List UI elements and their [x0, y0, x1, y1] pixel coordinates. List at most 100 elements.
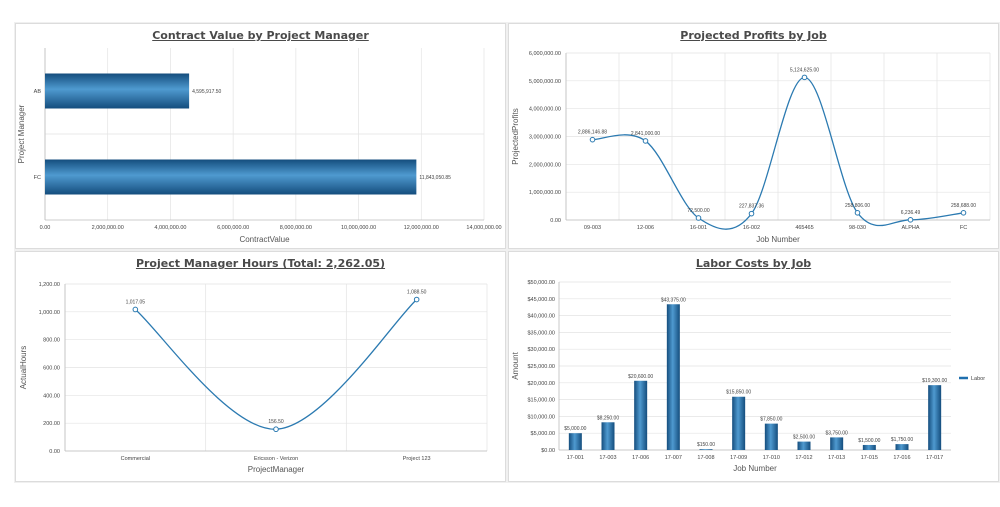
- x-tick-label: 0.00: [40, 225, 51, 231]
- y-tick-label: 5,000,000.00: [529, 79, 561, 85]
- y-tick-label: 1,200.00: [39, 282, 60, 288]
- bar-value-label: $2,500.00: [793, 435, 815, 441]
- y-tick-label: $30,000.00: [527, 347, 555, 353]
- x-tick-label: 17-010: [763, 455, 780, 461]
- x-tick-label: Commercial: [121, 456, 150, 462]
- y-tick-label: 1,000,000.00: [529, 190, 561, 196]
- data-label: 227,837.36: [739, 204, 764, 210]
- y-tick-label: FC: [34, 175, 41, 181]
- x-tick-label: 12-006: [637, 225, 654, 231]
- bar-17-012: [797, 441, 811, 450]
- bar-value-label: $150.00: [697, 442, 715, 448]
- y-tick-label: 4,000,000.00: [529, 107, 561, 113]
- bar-17-006: [634, 380, 648, 450]
- x-axis-title: Job Number: [756, 235, 800, 244]
- bar-17-010: [764, 423, 778, 450]
- contract-value-title: Contract Value by Project Manager: [152, 29, 369, 42]
- data-point: [589, 136, 596, 143]
- bar-17-017: [928, 385, 942, 450]
- x-tick-label: 17-008: [697, 455, 714, 461]
- x-tick-label: ALPHA: [901, 225, 919, 231]
- data-label: 6,236.49: [901, 210, 921, 216]
- y-tick-label: 3,000,000.00: [529, 135, 561, 141]
- data-label: 5,124,625.00: [790, 67, 819, 73]
- bar-value-label: $3,750.00: [826, 430, 848, 436]
- data-point: [907, 217, 914, 223]
- data-label: 258,688.00: [951, 203, 976, 209]
- pm-hours-panel: Project Manager Hours (Total: 2,262.05) …: [16, 252, 505, 481]
- data-point: [413, 296, 420, 303]
- x-tick-label: 8,000,000.00: [280, 225, 312, 231]
- x-tick-label: 17-009: [730, 455, 747, 461]
- x-tick-label: 17-007: [665, 455, 682, 461]
- contract-value-chart: 0.00 2,000,000.00 4,000,000.00 6,000,000.00…: [17, 48, 502, 244]
- bar-17-013: [830, 437, 844, 450]
- x-tick-label: 09-003: [584, 225, 601, 231]
- bar-value-label: $19,300.00: [922, 378, 947, 384]
- y-tick-label: 800.00: [43, 338, 60, 344]
- bar-value-label: $1,500.00: [858, 438, 880, 444]
- projected-profits-title: Projected Profits by Job: [680, 29, 827, 42]
- y-tick-label: 0.00: [550, 218, 561, 224]
- bar-17-007: [666, 304, 680, 450]
- pm-hours-title: Project Manager Hours (Total: 2,262.05): [135, 257, 386, 270]
- x-tick-label: 17-003: [599, 455, 616, 461]
- projected-profits-panel: Projected Profits by Job 0.00 1,000,000.0…: [509, 24, 998, 248]
- pm-hours-chart: 0.00 200.00 400.00 600.00 800.00 1,000.00 1,20…: [19, 282, 488, 474]
- y-axis-title: Project Manager: [17, 104, 26, 163]
- x-tick-label: 17-006: [632, 455, 649, 461]
- x-tick-label: 10,000,000.00: [341, 225, 376, 231]
- bar-value-label: 4,595,917.50: [192, 89, 221, 95]
- contract-value-panel: Contract Value by Project Manager 0.00 2,…: [16, 24, 505, 248]
- bar-value-label: $15,850.00: [726, 390, 751, 396]
- y-tick-label: $35,000.00: [527, 330, 555, 336]
- x-tick-label: 17-016: [893, 455, 910, 461]
- data-label: 2,841,000.00: [631, 131, 660, 137]
- bar-value-label: $7,850.00: [760, 417, 782, 423]
- labor-costs-panel: Labor Costs by Job $0.00 $5,000.00 $10,000…: [509, 252, 998, 481]
- y-tick-label: $50,000.00: [527, 280, 555, 286]
- bar-17-003: [601, 422, 615, 450]
- bar-17-008: [699, 449, 713, 450]
- series-line: [134, 299, 418, 430]
- x-tick-label: FC: [960, 225, 967, 231]
- bar-17-016: [895, 444, 909, 450]
- y-tick-label: 600.00: [43, 366, 60, 372]
- labor-costs-chart: $0.00 $5,000.00 $10,000.00 $15,000.00 $20,00…: [511, 280, 985, 473]
- data-label: 156.50: [268, 419, 284, 425]
- data-label: 1,017.05: [126, 299, 146, 305]
- y-tick-label: 200.00: [43, 421, 60, 427]
- x-tick-label: 6,000,000.00: [217, 225, 249, 231]
- data-point: [960, 209, 967, 216]
- x-tick-label: 98-030: [849, 225, 866, 231]
- bar-ab: [45, 73, 190, 109]
- data-point: [801, 74, 808, 81]
- y-tick-label: $40,000.00: [527, 314, 555, 320]
- bar-value-label: $1,750.00: [891, 437, 913, 443]
- x-tick-label: Project 123: [403, 456, 431, 462]
- y-tick-label: $15,000.00: [527, 398, 555, 404]
- y-tick-label: $45,000.00: [527, 297, 555, 303]
- x-tick-label: 17-013: [828, 455, 845, 461]
- y-tick-label: $20,000.00: [527, 381, 555, 387]
- data-point: [748, 210, 755, 217]
- y-tick-label: $10,000.00: [527, 414, 555, 420]
- x-tick-label: 16-001: [690, 225, 707, 231]
- labor-costs-title: Labor Costs by Job: [695, 257, 812, 270]
- data-label: 2,886,146.88: [578, 130, 607, 136]
- x-tick-label: 16-002: [743, 225, 760, 231]
- x-tick-label: 465465: [795, 225, 813, 231]
- y-axis-title: Amount: [511, 351, 520, 379]
- x-axis-title: ContractValue: [239, 235, 290, 244]
- y-tick-label: $25,000.00: [527, 364, 555, 370]
- legend-label: Labor: [971, 376, 985, 382]
- y-tick-label: 6,000,000.00: [529, 51, 561, 57]
- bar-value-label: $20,600.00: [628, 374, 653, 380]
- data-point: [642, 138, 649, 144]
- projected-profits-chart: 0.00 1,000,000.00 2,000,000.00 3,000,000.00…: [511, 51, 991, 244]
- y-axis-title: ProjectedProfits: [511, 108, 520, 164]
- data-label: 1,088.50: [407, 290, 427, 296]
- bar-fc: [45, 159, 417, 195]
- x-axis-title: Job Number: [733, 464, 777, 473]
- bar-17-009: [732, 396, 746, 450]
